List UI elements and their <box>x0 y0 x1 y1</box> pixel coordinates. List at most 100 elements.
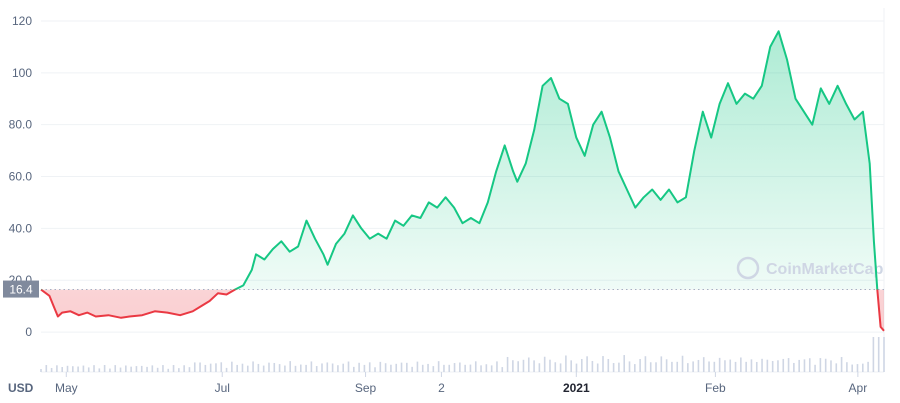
volume-bar <box>66 365 69 372</box>
volume-bar <box>421 364 424 372</box>
volume-bar <box>61 367 64 372</box>
y-tick-label: 80.0 <box>9 118 33 132</box>
volume-bar <box>718 357 721 372</box>
volume-bar <box>846 362 848 372</box>
volume-bar <box>840 357 843 372</box>
x-tick-label: Apr <box>849 381 868 395</box>
volume-bar <box>824 358 827 372</box>
volume-bar <box>766 359 769 372</box>
x-tick-label: 2021 <box>563 381 590 395</box>
volume-bar <box>480 365 482 372</box>
x-tick-label: 2 <box>438 381 445 395</box>
volume-bar <box>559 363 562 372</box>
volume-bar <box>448 364 451 372</box>
volume-bar <box>310 361 313 372</box>
volume-bar <box>353 366 355 372</box>
volume-bar <box>623 355 626 372</box>
volume-bar <box>262 365 265 372</box>
volume-bar <box>634 364 636 372</box>
volume-bar <box>103 365 106 372</box>
volume-bar <box>639 359 641 372</box>
volume-bar <box>761 358 763 372</box>
volume-bar <box>231 361 233 372</box>
volume-bar <box>284 365 286 372</box>
volume-bar <box>437 361 440 372</box>
volume-bar <box>384 363 387 372</box>
volume-bar <box>215 363 217 372</box>
volume-bar <box>877 337 880 372</box>
volume-bar <box>702 357 705 372</box>
volume-bar <box>856 364 859 372</box>
volume-bar <box>125 365 127 372</box>
volume-bar <box>427 363 429 372</box>
volume-bar <box>162 365 164 372</box>
volume-bar <box>628 361 631 372</box>
volume-bar <box>565 355 567 372</box>
volume-bar <box>236 364 238 372</box>
volume-bar <box>660 356 663 372</box>
volume-bar <box>724 360 726 372</box>
volume-bar <box>326 362 329 372</box>
volume-bar <box>294 365 297 372</box>
volume-bar <box>56 365 58 372</box>
current-price-badge: 16.4 <box>3 280 39 298</box>
volume-bar <box>98 368 101 372</box>
price-line-down <box>40 289 885 332</box>
volume-bar <box>485 364 488 372</box>
volume-bar <box>745 361 747 372</box>
volume-bar <box>591 360 594 372</box>
volume-bar <box>342 363 345 372</box>
volume-bar <box>501 367 504 372</box>
volume-bar <box>395 363 398 372</box>
volume-bar <box>464 364 466 372</box>
volume-bar <box>204 364 207 372</box>
volume-bar <box>883 337 885 372</box>
volume-bar <box>861 363 864 372</box>
volume-bar <box>379 361 382 372</box>
volume-bar <box>363 364 366 372</box>
volume-bar <box>665 359 668 372</box>
volume-bar <box>830 360 832 372</box>
y-tick-label: 60.0 <box>9 170 33 184</box>
volume-bar <box>506 356 509 372</box>
volume-bar <box>490 365 493 372</box>
volume-bar <box>793 362 795 372</box>
volume-bar <box>575 363 578 372</box>
volume-bar <box>72 366 74 372</box>
volume-bar <box>167 368 170 372</box>
volume-bars <box>40 337 885 372</box>
volume-bar <box>252 361 254 372</box>
volume-bar <box>358 362 360 372</box>
volume-bar <box>135 366 138 372</box>
volume-bar <box>299 364 302 372</box>
volume-bar <box>676 361 679 372</box>
volume-bar <box>671 361 673 372</box>
volume-bar <box>543 356 546 372</box>
y-tick-label: 0 <box>25 325 32 339</box>
volume-bar <box>273 362 276 372</box>
volume-bar <box>819 358 822 372</box>
volume-bar <box>787 358 790 372</box>
volume-bar <box>602 356 604 372</box>
x-axis-ticks: May Jul Sep 2 2021 Feb Apr <box>55 372 867 395</box>
volume-bar <box>50 367 53 372</box>
volume-bar <box>612 363 615 372</box>
volume-bar <box>305 364 307 372</box>
volume-bar <box>538 363 541 372</box>
volume-bar <box>729 359 732 372</box>
volume-bar <box>321 363 323 372</box>
volume-bar <box>151 365 154 372</box>
volume-bar <box>400 362 403 372</box>
volume-bar <box>220 362 223 372</box>
volume-bar <box>246 365 249 372</box>
volume-bar <box>655 362 657 372</box>
volume-bar <box>554 362 557 372</box>
volume-bar <box>649 362 652 372</box>
volume-bar <box>469 364 472 372</box>
volume-bar <box>140 365 143 372</box>
y-tick-label: 120 <box>12 14 32 28</box>
volume-bar <box>146 366 148 372</box>
volume-bar <box>798 359 800 372</box>
volume-bar <box>740 357 742 372</box>
volume-bar <box>87 367 90 372</box>
